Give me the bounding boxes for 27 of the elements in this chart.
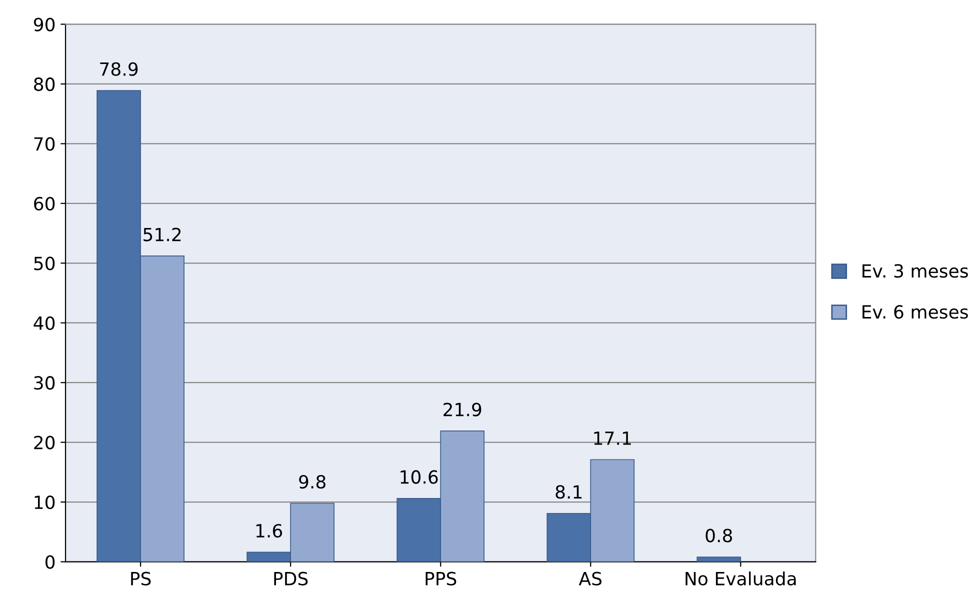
y-tick-label: 60: [34, 196, 55, 211]
legend-label: Ev. 6 meses: [862, 305, 968, 319]
x-tick-label: AS: [578, 572, 602, 586]
bar: [696, 556, 742, 562]
x-tick-label: PS: [131, 572, 151, 586]
data-label: 8.1: [556, 485, 582, 499]
data-label: 10.6: [400, 470, 438, 484]
y-tick-label: 40: [34, 316, 55, 330]
data-label: 0.8: [706, 528, 732, 542]
y-tick-label: 50: [34, 256, 55, 270]
y-tick-label: 10: [34, 495, 55, 510]
y-tick-label: 90: [34, 18, 55, 32]
x-tick-label: PDS: [274, 572, 308, 586]
x-tick-label: PPS: [426, 572, 456, 586]
data-label: 21.9: [444, 402, 482, 416]
y-tick-label: 30: [34, 376, 55, 390]
data-label: 51.2: [144, 228, 181, 242]
data-label: 1.6: [256, 524, 282, 538]
y-tick-label: 0: [46, 555, 55, 569]
legend-label: Ev. 3 meses: [862, 264, 968, 278]
data-label: 9.8: [299, 474, 326, 489]
y-tick-label: 20: [34, 436, 55, 450]
data-label: 78.9: [100, 62, 138, 76]
x-tick-label: No Evaluada: [686, 571, 796, 586]
data-label: 17.1: [594, 432, 631, 445]
y-tick-label: 80: [34, 77, 55, 92]
y-tick-label: 70: [34, 137, 55, 151]
